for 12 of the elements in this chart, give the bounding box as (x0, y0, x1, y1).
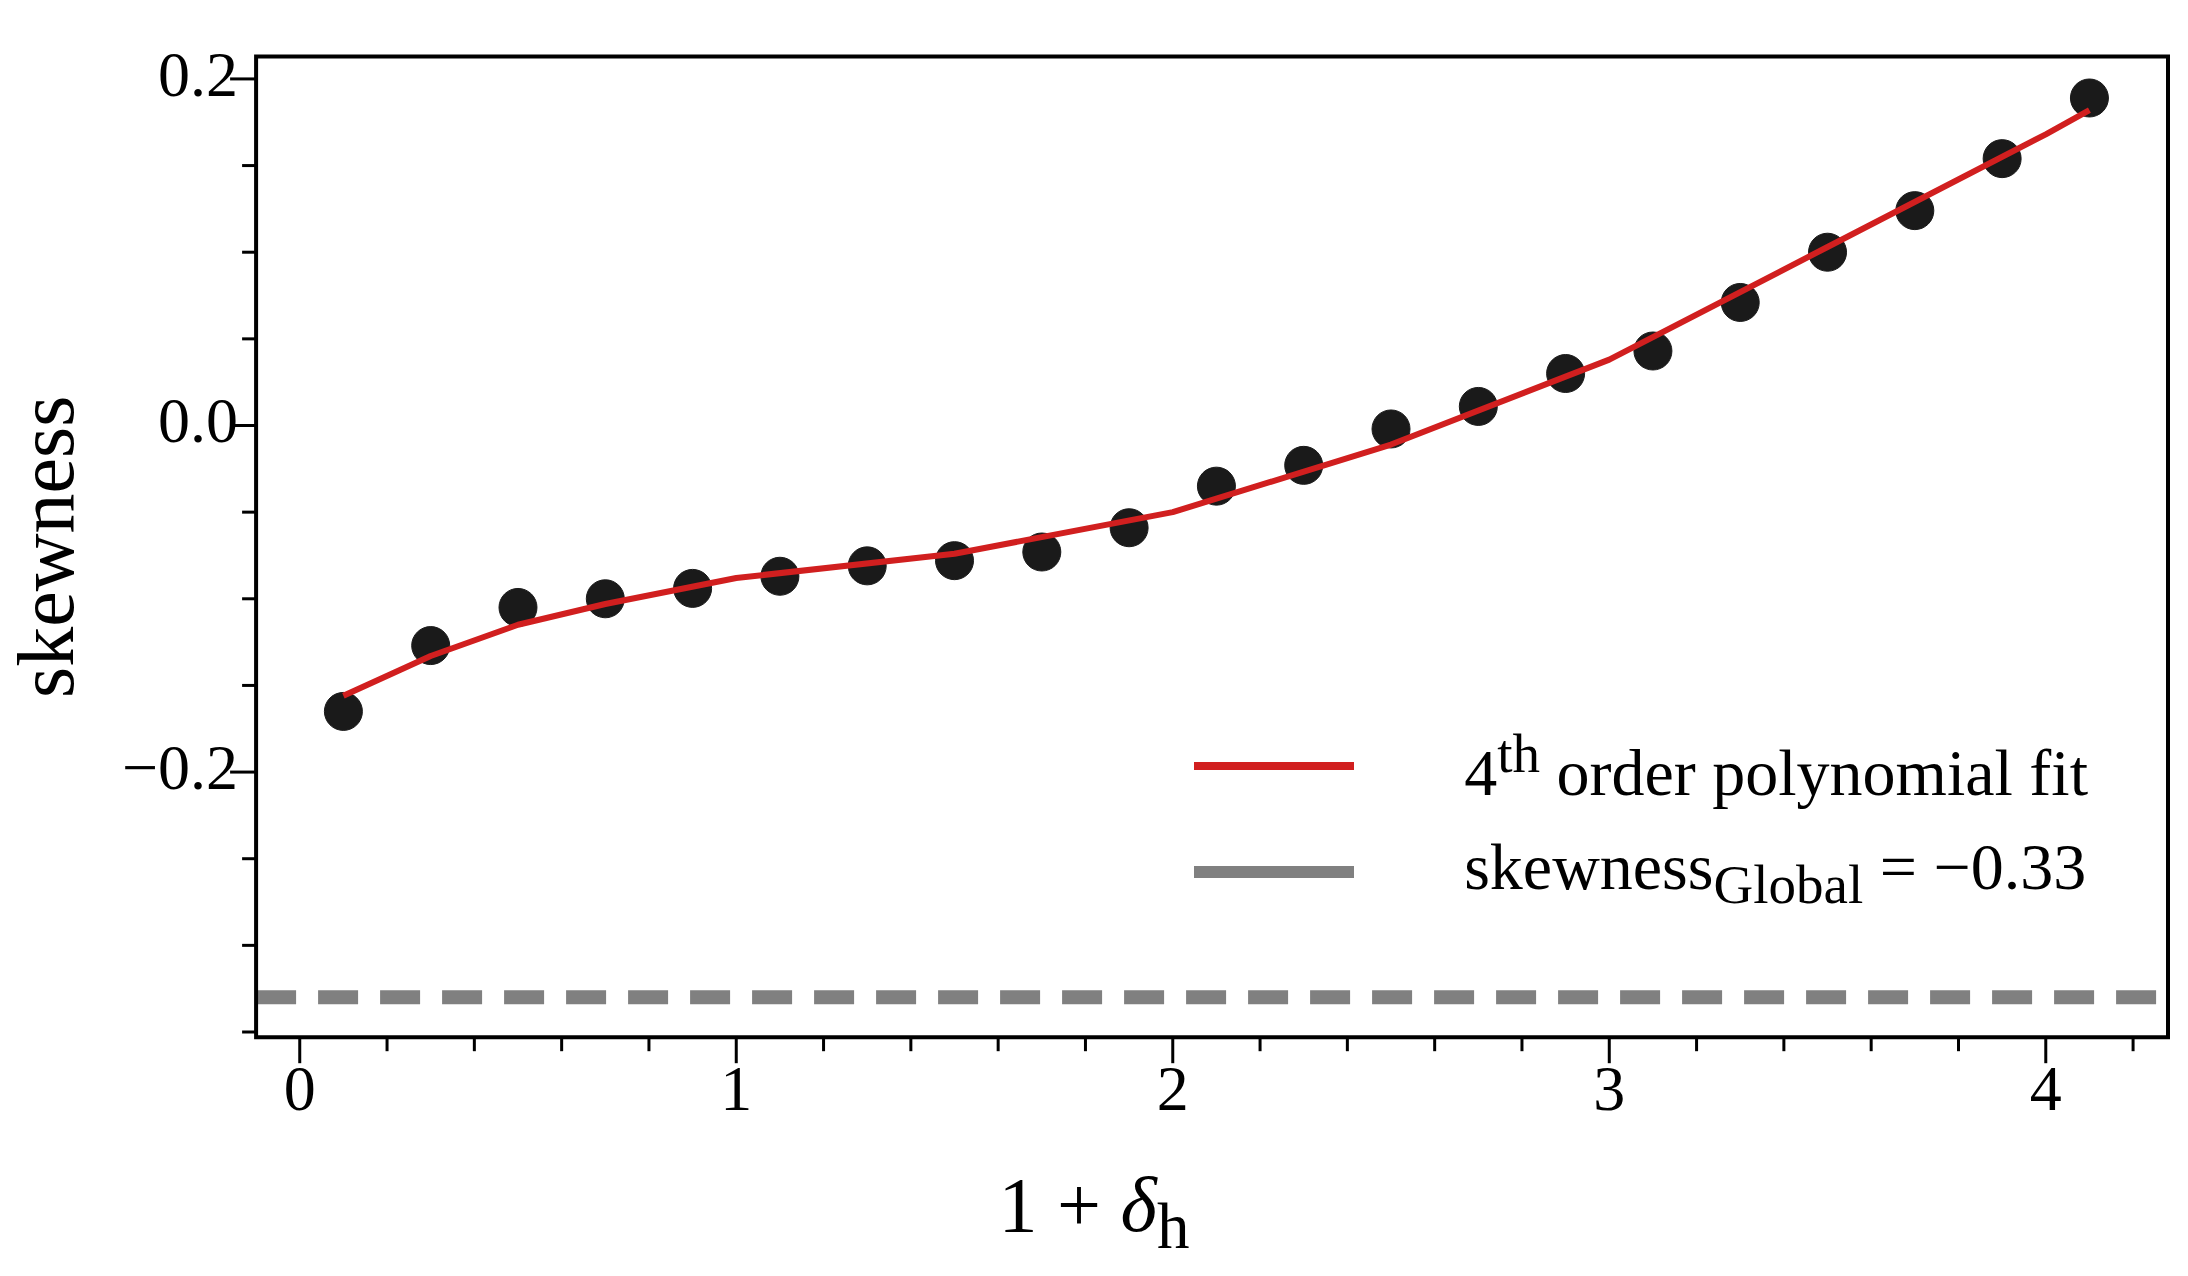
legend-label: 4$^{th}$ order polynomial fit (1464, 721, 2088, 811)
legend-label: skewness$_{Global}$ = −0.33 (1464, 828, 2087, 916)
x-tick-label: 4 (2029, 1053, 2062, 1125)
y-tick-label: 0.0 (158, 385, 239, 457)
x-tick-label: 0 (283, 1053, 316, 1125)
x-tick-label: 2 (1156, 1053, 1189, 1125)
x-tick-label: 1 (720, 1053, 753, 1125)
x-axis-title: 1 + δ$_{h}$ (997, 1160, 1191, 1264)
y-axis-title: skewness (2, 395, 91, 698)
x-tick-label: 3 (1593, 1053, 1626, 1125)
y-tick-label: 0.2 (158, 38, 239, 110)
y-tick-label: −0.2 (122, 731, 239, 803)
